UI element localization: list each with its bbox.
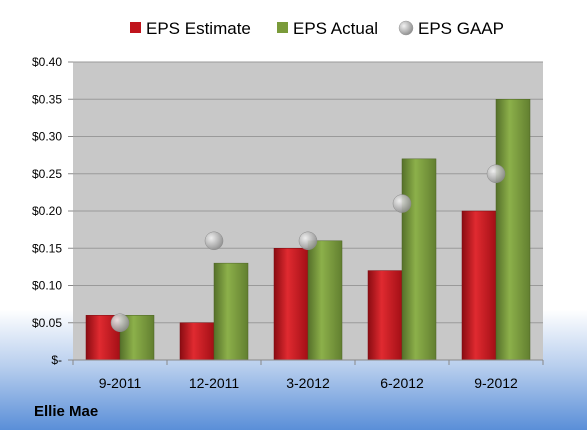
- bar-eps-actual: [213, 262, 249, 361]
- company-name: Ellie Mae: [34, 403, 98, 420]
- x-tick-label: 3-2012: [286, 375, 330, 391]
- point-eps-gaap: [298, 231, 318, 251]
- gaap-points: [110, 164, 506, 332]
- x-tick-label: 12-2011: [189, 375, 240, 391]
- legend-label-eps-actual: EPS Actual: [293, 19, 378, 38]
- point-eps-gaap: [486, 164, 506, 183]
- point-eps-gaap: [110, 313, 130, 332]
- y-axis-ticks: $- $0.05 $0.10 $0.15 $0.20 $0.25 $0.30 $0.35 $0.…: [32, 55, 62, 367]
- y-tick-label: $0.20: [32, 204, 62, 218]
- x-tick-label: 9-2012: [474, 375, 518, 391]
- legend: EPS Estimate EPS Actual EPS GAAP: [130, 19, 504, 38]
- bar-eps-actual: [401, 158, 437, 361]
- point-eps-gaap: [204, 231, 224, 251]
- bars: [85, 99, 531, 361]
- bar-eps-estimate: [273, 248, 309, 361]
- bar-eps-actual: [495, 99, 531, 361]
- legend-label-eps-gaap: EPS GAAP: [418, 19, 504, 38]
- point-eps-gaap: [392, 194, 412, 213]
- bar-eps-actual: [307, 240, 343, 361]
- legend-swatch-eps-actual: [277, 22, 288, 33]
- y-tick-label: $-: [51, 353, 62, 367]
- legend-swatch-eps-gaap: [398, 20, 414, 36]
- bar-eps-estimate: [179, 322, 215, 361]
- x-tick-label: 9-2011: [99, 375, 142, 391]
- y-tick-label: $0.10: [32, 279, 62, 293]
- x-axis-ticks: 9-2011 12-2011 3-2012 6-2012 9-2012: [72, 360, 544, 391]
- x-tick-label: 6-2012: [380, 375, 424, 391]
- y-tick-label: $0.30: [32, 130, 62, 144]
- legend-swatch-eps-estimate: [130, 22, 141, 33]
- y-tick-label: $0.40: [32, 55, 62, 69]
- y-tick-label: $0.05: [32, 316, 62, 330]
- bar-eps-estimate: [367, 270, 403, 361]
- y-tick-label: $0.15: [32, 241, 62, 255]
- y-tick-label: $0.35: [32, 92, 62, 106]
- bar-eps-estimate: [461, 210, 497, 361]
- y-tick-label: $0.25: [32, 167, 62, 181]
- legend-label-eps-estimate: EPS Estimate: [146, 19, 251, 38]
